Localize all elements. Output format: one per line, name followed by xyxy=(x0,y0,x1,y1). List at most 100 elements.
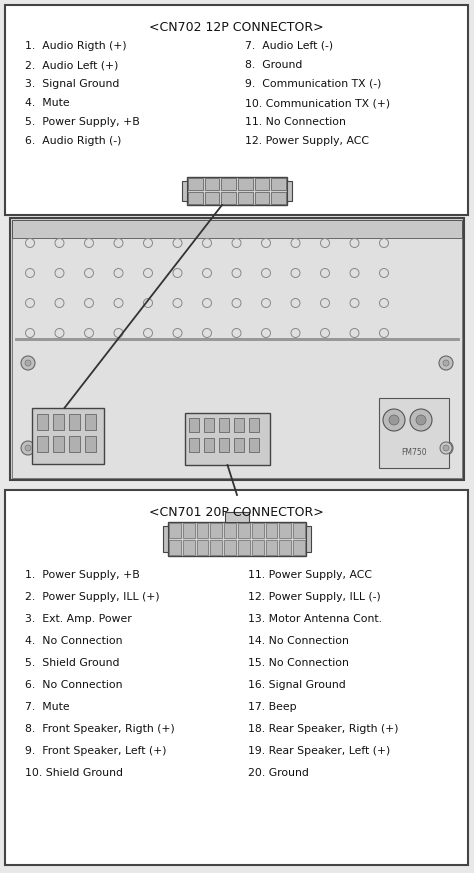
Bar xyxy=(234,418,244,432)
Text: 5.  Shield Ground: 5. Shield Ground xyxy=(25,658,119,668)
Bar xyxy=(255,178,269,190)
Bar xyxy=(204,418,214,432)
Bar xyxy=(225,512,249,522)
Bar xyxy=(197,523,209,538)
Text: 18. Rear Speaker, Rigth (+): 18. Rear Speaker, Rigth (+) xyxy=(248,724,399,734)
Bar xyxy=(187,177,287,205)
Bar xyxy=(205,192,219,204)
Bar xyxy=(238,540,250,555)
Text: 16. Signal Ground: 16. Signal Ground xyxy=(248,680,346,690)
Bar xyxy=(188,178,203,190)
Bar xyxy=(69,414,80,430)
Bar xyxy=(53,414,64,430)
Bar xyxy=(221,192,236,204)
Bar xyxy=(271,178,286,190)
Text: 1.  Audio Rigth (+): 1. Audio Rigth (+) xyxy=(25,41,127,51)
Text: <CN702 12P CONNECTOR>: <CN702 12P CONNECTOR> xyxy=(149,21,323,34)
Bar xyxy=(265,523,277,538)
Bar xyxy=(252,540,264,555)
Bar xyxy=(249,418,259,432)
Bar xyxy=(271,192,286,204)
Bar xyxy=(85,436,96,452)
Text: 4.  No Connection: 4. No Connection xyxy=(25,636,122,646)
Bar xyxy=(238,523,250,538)
Bar xyxy=(210,540,222,555)
Bar xyxy=(238,178,253,190)
Bar xyxy=(279,523,291,538)
Bar xyxy=(379,398,449,468)
Text: 19. Rear Speaker, Left (+): 19. Rear Speaker, Left (+) xyxy=(248,746,390,756)
Text: 5.  Power Supply, +B: 5. Power Supply, +B xyxy=(25,117,140,127)
Text: 12. Power Supply, ILL (-): 12. Power Supply, ILL (-) xyxy=(248,592,381,602)
Circle shape xyxy=(443,445,449,451)
Bar xyxy=(12,238,462,478)
Bar xyxy=(189,438,199,452)
Bar xyxy=(10,218,464,480)
Bar xyxy=(85,414,96,430)
Text: 3.  Signal Ground: 3. Signal Ground xyxy=(25,79,119,89)
Bar xyxy=(37,436,48,452)
Text: FM750: FM750 xyxy=(401,448,427,457)
Text: 1.  Power Supply, +B: 1. Power Supply, +B xyxy=(25,570,140,580)
Text: 11. No Connection: 11. No Connection xyxy=(245,117,346,127)
Bar xyxy=(204,438,214,452)
Bar xyxy=(306,526,311,552)
Text: 14. No Connection: 14. No Connection xyxy=(248,636,349,646)
Text: 3.  Ext. Amp. Power: 3. Ext. Amp. Power xyxy=(25,614,132,624)
Circle shape xyxy=(21,441,35,455)
Bar xyxy=(37,414,48,430)
Bar xyxy=(279,540,291,555)
Circle shape xyxy=(443,360,449,366)
Bar xyxy=(205,178,219,190)
Circle shape xyxy=(25,445,31,451)
Circle shape xyxy=(439,441,453,455)
Bar xyxy=(189,418,199,432)
Bar xyxy=(252,523,264,538)
Text: 15. No Connection: 15. No Connection xyxy=(248,658,349,668)
Circle shape xyxy=(439,356,453,370)
Bar xyxy=(249,438,259,452)
Bar xyxy=(219,418,229,432)
Text: 20. Ground: 20. Ground xyxy=(248,768,309,778)
Text: 8.  Ground: 8. Ground xyxy=(245,60,302,70)
Bar xyxy=(219,438,229,452)
Bar xyxy=(182,181,187,201)
Bar xyxy=(163,526,168,552)
Circle shape xyxy=(383,409,405,431)
Bar xyxy=(32,408,104,464)
Bar xyxy=(188,192,203,204)
Bar xyxy=(15,338,459,340)
Bar xyxy=(210,523,222,538)
Bar xyxy=(169,523,181,538)
Bar xyxy=(238,192,253,204)
Bar xyxy=(5,5,468,215)
Text: 10. Communication TX (+): 10. Communication TX (+) xyxy=(245,98,390,108)
Circle shape xyxy=(25,360,31,366)
Bar xyxy=(234,438,244,452)
Text: 2.  Audio Left (+): 2. Audio Left (+) xyxy=(25,60,118,70)
Circle shape xyxy=(21,356,35,370)
Bar xyxy=(168,522,306,556)
Text: 11. Power Supply, ACC: 11. Power Supply, ACC xyxy=(248,570,372,580)
Bar xyxy=(221,178,236,190)
Bar xyxy=(183,540,195,555)
Circle shape xyxy=(410,409,432,431)
Bar xyxy=(255,192,269,204)
Bar xyxy=(5,490,468,865)
Bar xyxy=(169,540,181,555)
Circle shape xyxy=(389,415,399,425)
Circle shape xyxy=(440,442,452,454)
Bar xyxy=(185,413,270,465)
Text: 8.  Front Speaker, Rigth (+): 8. Front Speaker, Rigth (+) xyxy=(25,724,175,734)
Bar xyxy=(197,540,209,555)
Text: 6.  Audio Rigth (-): 6. Audio Rigth (-) xyxy=(25,136,121,146)
Bar xyxy=(265,540,277,555)
Bar xyxy=(69,436,80,452)
Text: 17. Beep: 17. Beep xyxy=(248,702,297,712)
Bar xyxy=(224,540,236,555)
Bar xyxy=(53,436,64,452)
Text: 7.  Audio Left (-): 7. Audio Left (-) xyxy=(245,41,333,51)
Text: 13. Motor Antenna Cont.: 13. Motor Antenna Cont. xyxy=(248,614,382,624)
Text: 10. Shield Ground: 10. Shield Ground xyxy=(25,768,123,778)
Bar xyxy=(12,220,462,238)
